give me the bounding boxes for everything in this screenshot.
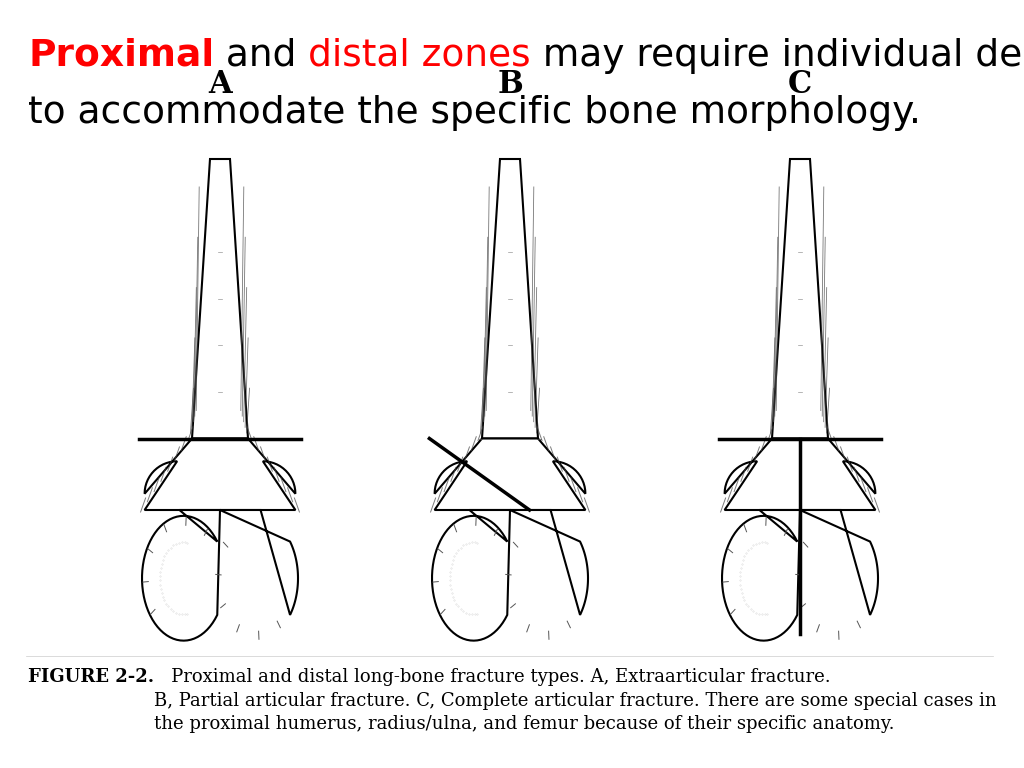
Polygon shape [510, 510, 588, 615]
Polygon shape [725, 439, 876, 510]
Polygon shape [193, 159, 248, 439]
Text: C: C [787, 69, 812, 100]
Text: Proximal and distal long-bone fracture types. A, Extraarticular fracture.
B, Par: Proximal and distal long-bone fracture t… [155, 668, 996, 733]
Polygon shape [142, 510, 220, 641]
Text: to accommodate the specific bone morphology.: to accommodate the specific bone morphol… [28, 95, 921, 131]
Polygon shape [772, 159, 828, 439]
Polygon shape [800, 510, 878, 615]
Text: B: B [497, 69, 523, 100]
Polygon shape [144, 439, 295, 510]
Polygon shape [434, 439, 586, 510]
Text: FIGURE 2-2.: FIGURE 2-2. [28, 668, 155, 686]
Text: Proximal: Proximal [28, 38, 214, 74]
Polygon shape [722, 510, 800, 641]
Text: distal zones: distal zones [308, 38, 531, 74]
Text: may require individual descriptions: may require individual descriptions [531, 38, 1024, 74]
Text: and: and [214, 38, 308, 74]
Polygon shape [432, 510, 510, 641]
Text: A: A [208, 69, 231, 100]
Polygon shape [220, 510, 298, 615]
Polygon shape [482, 159, 538, 439]
